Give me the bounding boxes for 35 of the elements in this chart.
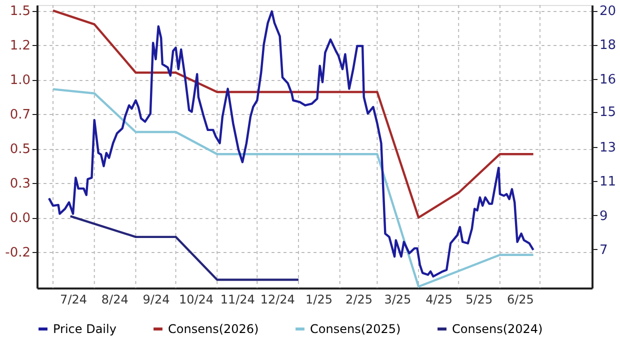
x-tick-label: 6/25: [506, 292, 534, 306]
line-series: [52, 88, 534, 288]
line-series: [48, 10, 534, 278]
x-tick-label: 3/25: [384, 292, 412, 306]
legend-label: Consens(2024): [452, 322, 543, 336]
y2-tick-label: 15: [600, 105, 616, 120]
y-tick-label: 0.0: [10, 211, 30, 226]
y2-tick-label: 18: [600, 38, 616, 54]
y2-tick-label: 9: [600, 208, 608, 224]
y2-tick-label: 13: [600, 140, 616, 156]
y2-tick-label: 11: [600, 174, 616, 190]
y-tick-label: 1.5: [10, 4, 30, 20]
legend-label: Price Daily: [53, 322, 116, 336]
legend-label: Consens(2026): [168, 322, 259, 336]
x-tick-label: 5/25: [466, 292, 493, 306]
y-tick-label: 0.5: [10, 142, 30, 158]
y2-tick-label: 16: [600, 72, 616, 88]
y2-tick-label: 7: [600, 242, 608, 258]
line-series: [52, 9, 534, 219]
y-tick-label: 0.3: [10, 176, 30, 192]
y-tick-label: 1.0: [10, 73, 30, 88]
legend-label: Consens(2025): [310, 322, 401, 336]
y2-tick-label: 20: [600, 4, 616, 20]
y-tick-label: -0.2: [5, 246, 30, 261]
x-tick-label: 2/25: [346, 292, 373, 306]
x-tick-label: 11/24: [220, 292, 255, 306]
x-tick-label: 12/24: [260, 292, 295, 306]
x-tick-label: 9/24: [142, 292, 170, 306]
x-tick-label: 8/24: [101, 292, 128, 306]
y-tick-label: 0.7: [10, 108, 30, 123]
x-tick-label: 4/25: [426, 292, 453, 306]
x-tick-label: 7/24: [60, 292, 87, 306]
y-tick-label: 1.2: [10, 38, 30, 54]
x-tick-label: 10/24: [178, 292, 214, 306]
x-tick-label: 1/25: [306, 292, 332, 306]
